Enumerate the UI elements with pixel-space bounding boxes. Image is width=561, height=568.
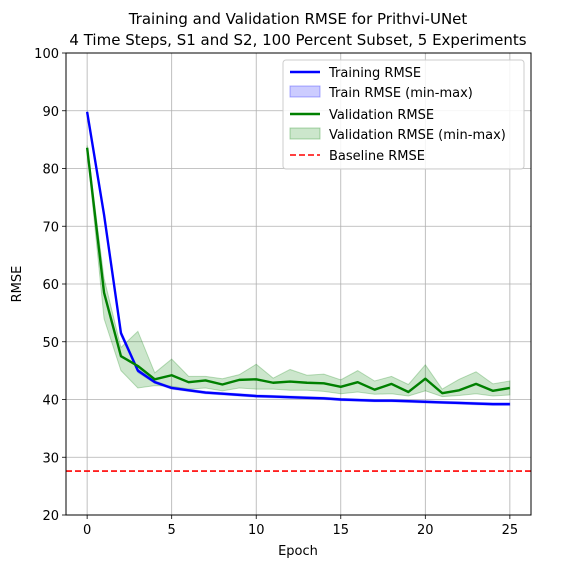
- legend-label-train-band: Train RMSE (min-max): [328, 86, 473, 101]
- validation-rmse-range-band: [86, 145, 511, 398]
- y-tick-label: 40: [42, 394, 59, 409]
- y-axis-label: RMSE: [10, 266, 25, 303]
- y-tick-label: 20: [42, 509, 59, 524]
- legend: Training RMSE Train RMSE (min-max) Valid…: [282, 59, 525, 170]
- y-tick-label: 90: [42, 105, 59, 120]
- x-tick-label: 0: [83, 523, 91, 538]
- validation-rmse-line: [85, 147, 511, 395]
- x-axis-label: Epoch: [278, 544, 318, 559]
- training-rmse-line: [85, 111, 510, 406]
- legend-swatch-validation-band: [289, 127, 321, 140]
- legend-label-validation: Validation RMSE: [329, 108, 434, 123]
- x-tick-label: 15: [332, 523, 349, 538]
- chart-title-line-2: 4 Time Steps, S1 and S2, 100 Percent Sub…: [69, 31, 526, 49]
- y-tick-label: 30: [42, 451, 59, 466]
- legend-swatch-train-band: [289, 85, 321, 98]
- series-lines: [85, 111, 511, 406]
- x-tick-label: 20: [417, 523, 434, 538]
- x-tick-label: 10: [248, 523, 265, 538]
- x-tick-label: 5: [168, 523, 176, 538]
- chart-title-line-1: Training and Validation RMSE for Prithvi…: [128, 10, 468, 28]
- y-tick-label: 80: [42, 163, 59, 178]
- legend-label-training: Training RMSE: [328, 66, 421, 81]
- x-axis-ticks: 0 5 10 15 20 25: [83, 515, 518, 538]
- y-tick-label: 100: [34, 47, 59, 62]
- legend-box: [282, 59, 525, 170]
- legend-label-validation-band: Validation RMSE (min-max): [329, 128, 506, 143]
- y-tick-label: 50: [42, 336, 59, 351]
- x-tick-label: 25: [502, 523, 519, 538]
- y-tick-label: 60: [42, 278, 59, 293]
- y-tick-label: 70: [42, 220, 59, 235]
- y-axis-ticks: 20 30 40 50 60 70 80 90 100: [34, 47, 66, 524]
- legend-label-baseline: Baseline RMSE: [329, 149, 425, 164]
